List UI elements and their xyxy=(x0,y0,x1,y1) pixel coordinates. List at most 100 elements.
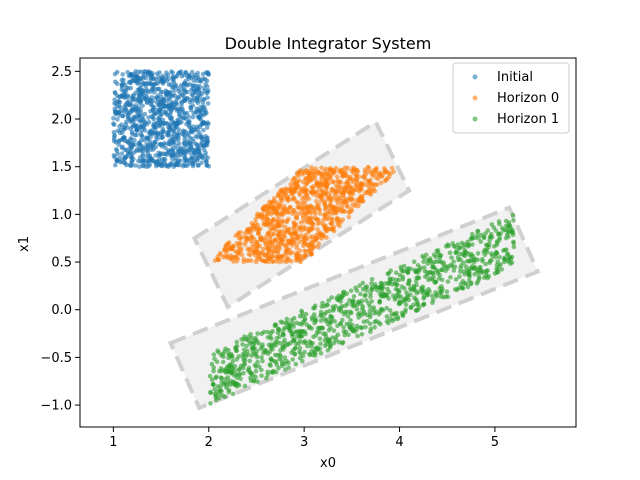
data-point xyxy=(468,236,474,242)
data-point xyxy=(457,274,462,279)
data-point xyxy=(300,358,305,364)
data-point xyxy=(259,236,265,241)
data-point xyxy=(508,256,514,262)
legend: Initial Horizon 0 Horizon 1 xyxy=(452,62,570,134)
data-point xyxy=(185,131,190,136)
data-point xyxy=(270,259,276,264)
data-point xyxy=(379,306,385,312)
data-point xyxy=(390,293,396,299)
data-point xyxy=(130,98,136,103)
data-point xyxy=(272,227,278,232)
data-point xyxy=(300,205,306,210)
data-point xyxy=(475,251,481,256)
data-point xyxy=(363,324,368,330)
data-point xyxy=(402,286,407,291)
data-point xyxy=(344,173,350,178)
data-point xyxy=(361,319,367,325)
data-point xyxy=(175,117,180,123)
data-point xyxy=(453,277,459,282)
data-point xyxy=(340,173,345,179)
data-point xyxy=(346,214,352,220)
data-point xyxy=(229,353,235,359)
data-point xyxy=(404,290,409,295)
data-point xyxy=(369,169,374,174)
data-point xyxy=(194,109,199,115)
data-point xyxy=(244,258,250,264)
data-point xyxy=(285,194,291,200)
data-point xyxy=(259,355,264,360)
data-point xyxy=(237,371,242,377)
data-point xyxy=(198,93,203,99)
data-point xyxy=(154,159,160,164)
data-point xyxy=(420,284,426,290)
data-point xyxy=(288,182,294,187)
data-point xyxy=(438,253,444,258)
data-point xyxy=(319,188,325,193)
data-point xyxy=(148,76,154,82)
data-point xyxy=(132,116,137,122)
data-point xyxy=(326,298,331,303)
data-point xyxy=(140,103,145,109)
data-point xyxy=(351,299,356,304)
data-point xyxy=(195,70,200,76)
data-point xyxy=(111,122,117,127)
y-tick-label: 2.5 xyxy=(51,65,72,80)
data-point xyxy=(318,341,323,347)
data-point xyxy=(319,183,324,189)
data-point xyxy=(182,143,187,148)
data-point xyxy=(366,179,371,184)
data-point xyxy=(510,230,516,235)
data-point xyxy=(297,345,303,351)
data-point xyxy=(362,190,368,196)
data-point xyxy=(181,132,186,137)
data-point xyxy=(293,232,299,237)
data-point xyxy=(344,291,350,297)
data-point xyxy=(307,206,313,212)
data-point xyxy=(486,274,492,279)
data-point xyxy=(445,279,451,284)
data-point xyxy=(119,151,125,156)
data-point xyxy=(268,334,273,339)
data-point xyxy=(123,90,128,95)
x-axis-ticks: 1 2 3 4 5 xyxy=(109,427,499,450)
data-point xyxy=(218,375,224,381)
data-point xyxy=(480,269,486,274)
data-point xyxy=(208,401,213,406)
data-point xyxy=(271,249,276,254)
x-tick-label: 2 xyxy=(205,435,213,450)
data-point xyxy=(324,302,329,308)
data-point xyxy=(320,232,325,237)
data-point xyxy=(403,307,408,313)
data-point xyxy=(291,195,297,201)
data-point xyxy=(205,139,210,145)
data-point xyxy=(366,188,371,193)
data-point xyxy=(386,320,391,326)
data-point xyxy=(400,276,406,282)
data-point xyxy=(258,346,264,352)
data-point xyxy=(438,294,444,299)
data-point xyxy=(348,317,353,323)
data-point xyxy=(480,256,485,262)
data-point xyxy=(145,147,150,153)
data-point xyxy=(368,329,373,335)
data-point xyxy=(198,135,204,140)
data-point xyxy=(347,197,353,203)
data-point xyxy=(394,277,399,283)
data-point xyxy=(311,189,316,194)
x-tick-label: 1 xyxy=(109,435,117,450)
data-point xyxy=(112,138,117,144)
data-point xyxy=(180,115,186,121)
data-point xyxy=(352,187,357,193)
data-point xyxy=(309,326,315,331)
data-point xyxy=(276,365,281,371)
data-point xyxy=(112,90,118,96)
data-point xyxy=(172,101,178,106)
data-point xyxy=(211,368,216,374)
data-point xyxy=(297,313,303,319)
data-point xyxy=(270,370,275,376)
data-point xyxy=(275,327,281,332)
data-point xyxy=(117,99,123,105)
data-point xyxy=(195,114,200,119)
data-point xyxy=(290,208,296,213)
data-point xyxy=(195,100,201,106)
